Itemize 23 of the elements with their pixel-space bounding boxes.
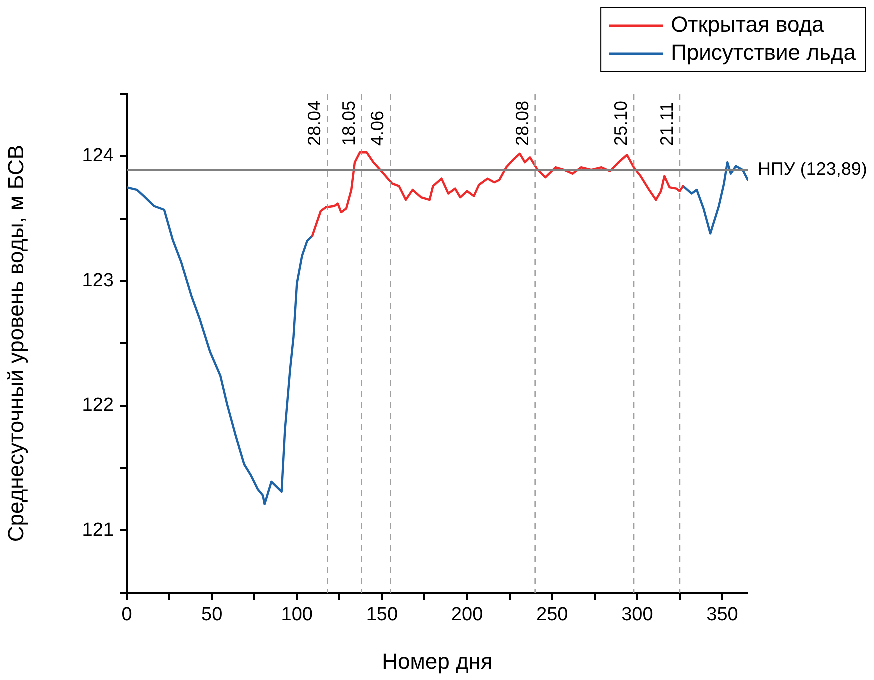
legend-label: Присутствие льда: [671, 40, 857, 66]
x-tick-label: 50: [202, 604, 223, 626]
x-axis-title: Номер дня: [382, 648, 493, 674]
annotation: 21.11: [656, 102, 677, 146]
x-tick-label: 300: [622, 604, 654, 626]
ref-line-label: НПУ (123,89): [758, 159, 868, 180]
annotation: 25.10: [610, 100, 631, 146]
y-tick-label: 123: [82, 270, 114, 292]
x-tick-label: 250: [536, 604, 568, 626]
annotation: 28.04: [304, 100, 325, 146]
y-tick-label: 121: [82, 520, 114, 541]
x-tick-label: 100: [281, 604, 313, 626]
y-tick-label: 122: [82, 395, 114, 416]
annotation: 28.08: [512, 100, 532, 146]
annotation: 18.05: [338, 100, 359, 146]
y-axis-title: Среднесуточный уровень воды, м БСВ: [3, 144, 28, 542]
x-tick-label: 150: [366, 604, 398, 626]
legend-label: Открытая вода: [671, 12, 826, 38]
x-tick-label: 200: [451, 604, 484, 626]
y-tick-label: 124: [82, 146, 114, 167]
x-tick-label: 350: [706, 604, 738, 626]
x-tick-label: 0: [122, 604, 132, 626]
annotation: 4.06: [368, 110, 388, 146]
